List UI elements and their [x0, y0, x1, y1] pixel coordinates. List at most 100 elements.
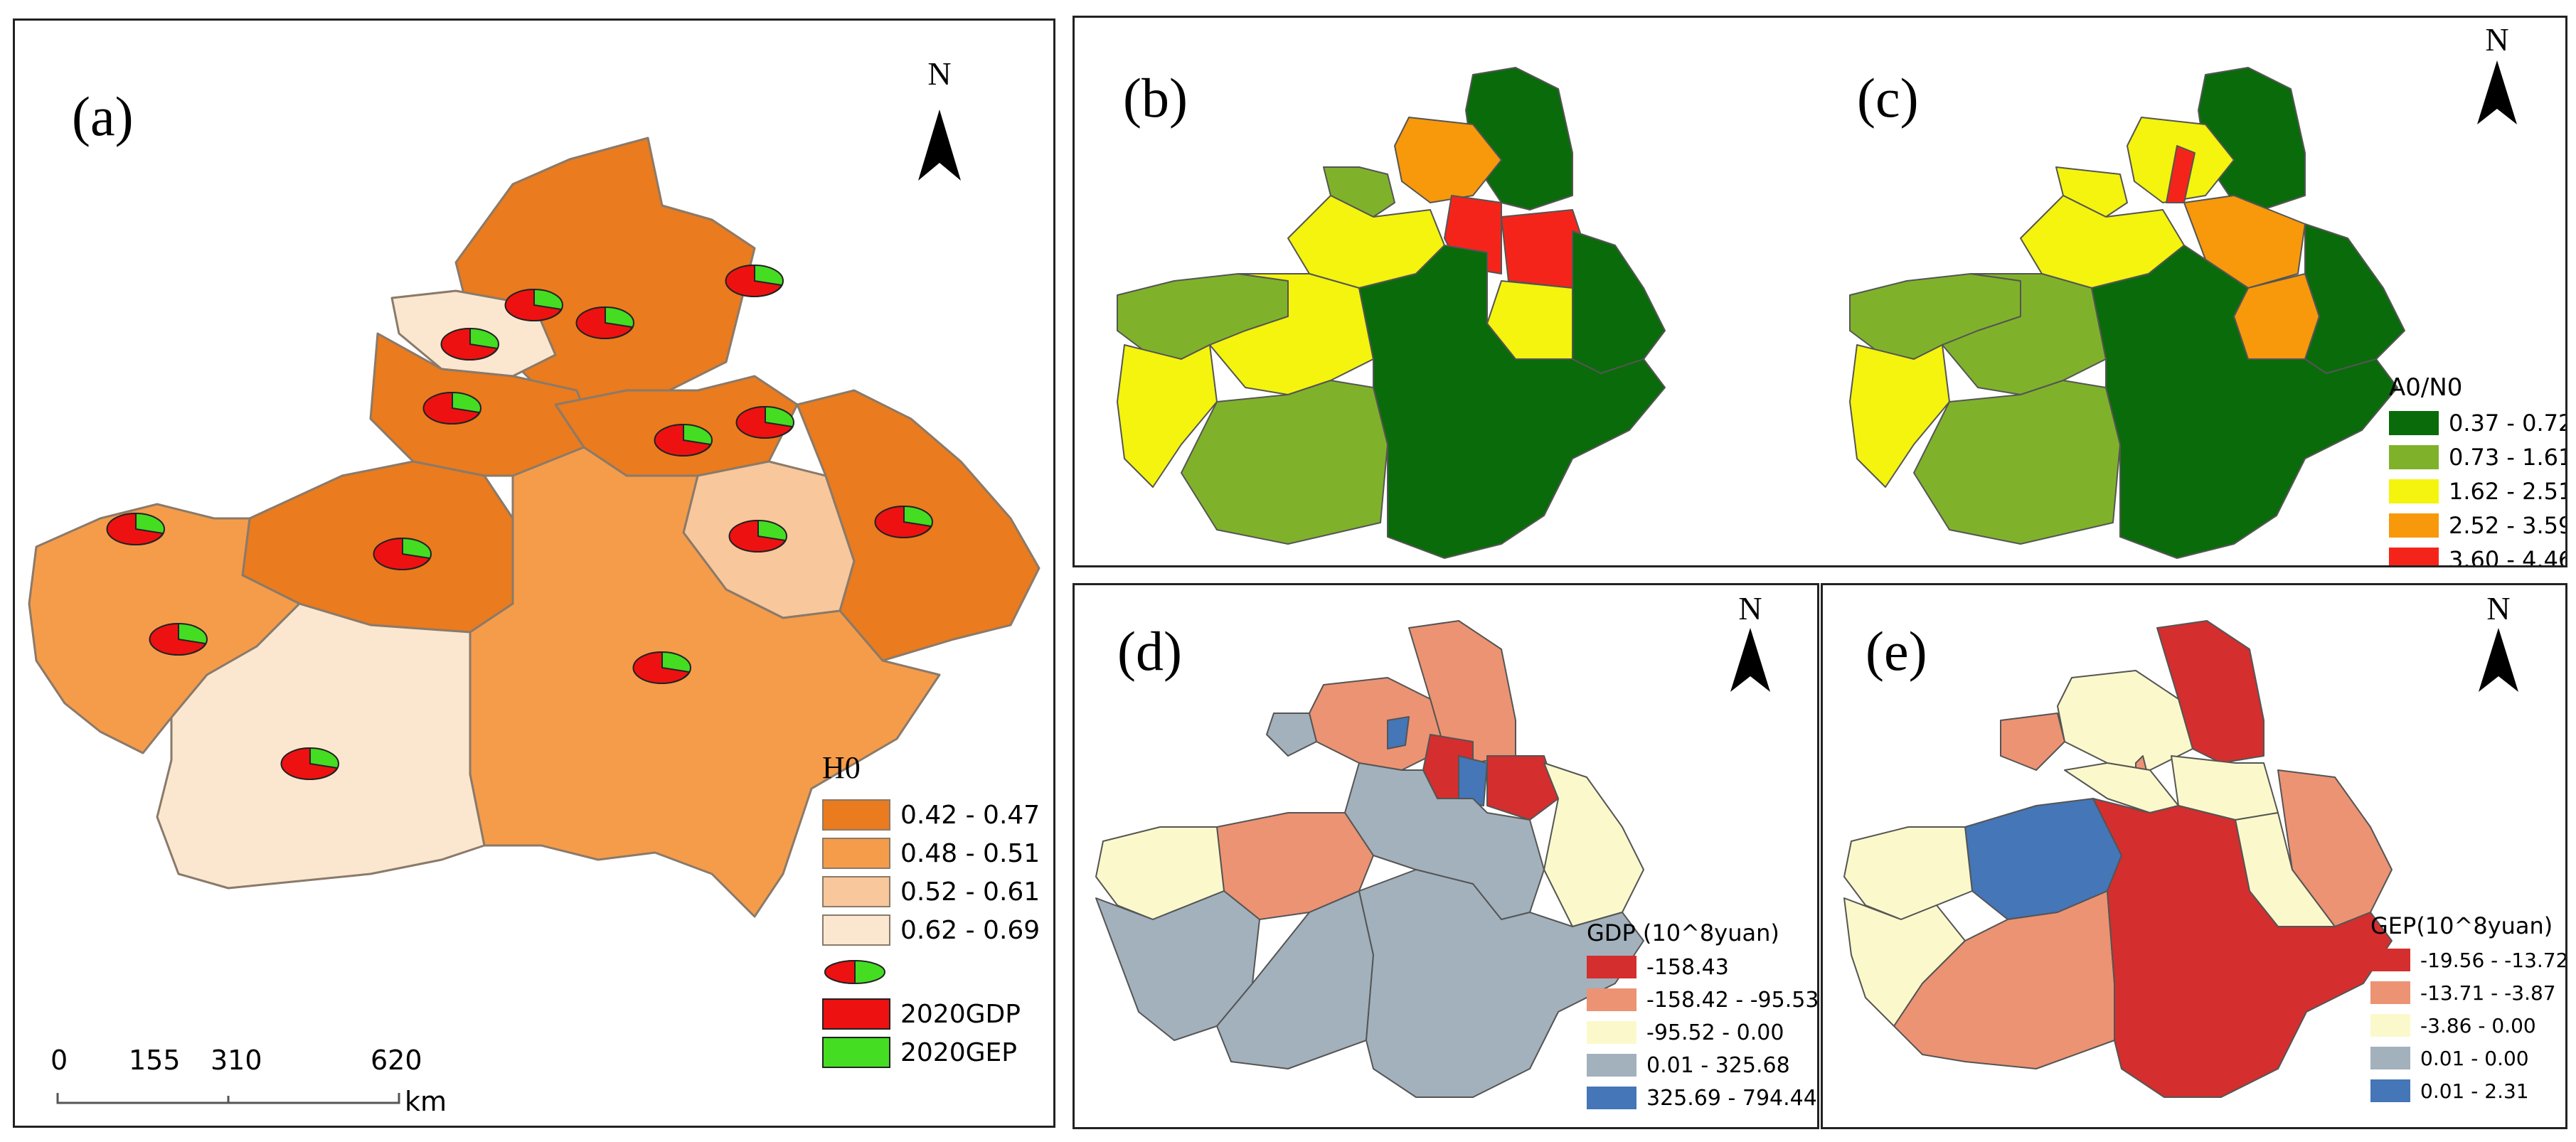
north-letter: N [1738, 590, 1762, 626]
map-d [1095, 620, 1770, 1098]
pie-5 [422, 391, 481, 425]
legend-swatch [2389, 411, 2439, 435]
pie-symbol-icon [824, 959, 885, 985]
legend-title: GEP(10^8yuan) [2370, 912, 2553, 939]
pie-8 [874, 505, 933, 538]
scale-bar: 0 155 310 620 km [43, 1045, 447, 1117]
legend-e: GEP(10^8yuan) -19.56 - -13.72 -13.71 - -… [2370, 912, 2567, 1107]
pie-charts [106, 264, 933, 780]
legend-item: 0.48 - 0.51 [822, 834, 1040, 872]
legend-d: GDP (10^8yuan) -158.43 -158.42 - -95.53 … [1587, 919, 1819, 1114]
legend-c: A0/N0 0.37 - 0.72 0.73 - 1.61 1.62 - 2.5… [2389, 373, 2567, 565]
north-label-c: N [2458, 23, 2536, 56]
north-label-d: N [1711, 592, 1789, 625]
legend-label: -13.71 - -3.87 [2420, 981, 2556, 1005]
legend-title: A0/N0 [2389, 373, 2463, 402]
panel-e: (e) N GEP(10^8yuan) -19.56 - -13.72 -13.… [1821, 583, 2567, 1129]
legend-item: 0.52 - 0.61 [822, 872, 1040, 911]
legend-item: 0.62 - 0.69 [822, 911, 1040, 949]
panel-a: (a) [13, 18, 1055, 1128]
pie-3 [575, 306, 634, 339]
north-letter: N [927, 55, 952, 92]
legend-label: 0.73 - 1.61 [2449, 444, 2567, 471]
legend-label: 0.01 - 0.00 [2420, 1046, 2529, 1070]
pie-4 [440, 327, 499, 361]
legend-label: 2.52 - 3.59 [2449, 512, 2567, 539]
north-arrow-icon [2477, 60, 2517, 124]
legend-swatch [1587, 1087, 1636, 1109]
legend-item: 2.52 - 3.59 [2389, 508, 2567, 543]
legend-a: H0 0.42 - 0.47 0.48 - 0.51 0.52 - 0.61 0… [822, 749, 1040, 1072]
legend-swatch [1587, 1054, 1636, 1077]
legend-label: 325.69 - 794.44 [1646, 1085, 1817, 1111]
pie-9 [106, 512, 165, 545]
pie-13 [632, 651, 691, 684]
north-label-a: N [900, 58, 979, 90]
legend-swatch [2389, 513, 2439, 538]
legend-item: -158.42 - -95.53 [1587, 983, 1819, 1016]
legend-swatch [822, 838, 890, 869]
scale-tick-label: 0 [50, 1045, 68, 1076]
map-e [1843, 620, 2518, 1098]
north-label-e: N [2459, 592, 2538, 625]
legend-item: 3.60 - 4.46 [2389, 543, 2565, 565]
legend-label: 0.42 - 0.47 [900, 800, 1040, 830]
legend-item: -3.86 - 0.00 [2370, 1009, 2565, 1042]
legend-swatch [2370, 1047, 2410, 1069]
north-arrow-icon [2479, 628, 2518, 692]
legend-label: 1.62 - 2.51 [2449, 478, 2567, 505]
legend-swatch [2370, 949, 2410, 971]
legend-label: 0.01 - 2.31 [2420, 1079, 2529, 1103]
pie-14 [280, 747, 339, 780]
legend-item: 0.73 - 1.61 [2389, 440, 2567, 474]
pie-7 [654, 423, 713, 457]
panel-c-label: (c) [1857, 67, 1919, 129]
legend-item: 0.01 - 2.31 [2370, 1074, 2565, 1107]
panel-b-label: (b) [1123, 67, 1188, 129]
legend-label: 2020GEP [900, 1037, 1017, 1067]
scale-tick-label: 310 [211, 1045, 262, 1076]
legend-swatch [822, 876, 890, 907]
legend-label: -3.86 - 0.00 [2420, 1013, 2536, 1037]
north-letter: N [2485, 21, 2509, 58]
legend-swatch [822, 1037, 890, 1068]
north-arrow-icon [1730, 628, 1770, 692]
legend-item: 1.62 - 2.51 [2389, 474, 2567, 508]
legend-item: 325.69 - 794.44 [1587, 1082, 1817, 1114]
legend-label: -158.43 [1646, 954, 1729, 980]
map-a [28, 110, 1040, 918]
scale-tick-label: 620 [371, 1045, 422, 1076]
legend-label: 0.37 - 0.72 [2449, 410, 2567, 437]
legend-item: 0.42 - 0.47 [822, 796, 1040, 834]
legend-pie-symbol [822, 949, 1040, 995]
pie-11 [373, 537, 432, 570]
legend-item: -95.52 - 0.00 [1587, 1016, 1817, 1049]
legend-swatch [2389, 548, 2439, 565]
scale-unit: km [405, 1086, 447, 1117]
legend-title: GDP (10^8yuan) [1587, 919, 1779, 946]
legend-label: 0.62 - 0.69 [900, 915, 1040, 945]
region-hotan [156, 602, 486, 890]
legend-swatch [822, 799, 890, 831]
legend-swatch [822, 998, 890, 1030]
legend-swatch [1587, 1021, 1636, 1044]
legend-label: -19.56 - -13.72 [2420, 948, 2567, 972]
pie-2 [504, 288, 563, 321]
legend-item: 0.01 - 0.00 [2370, 1042, 2565, 1074]
legend-item: 0.37 - 0.72 [2389, 406, 2567, 440]
panel-d: (d) N GDP (10^8yuan) -158.43 -158.42 [1073, 583, 1819, 1129]
panel-d-label: (d) [1117, 620, 1182, 682]
legend-label: 0.48 - 0.51 [900, 838, 1040, 868]
maps-bc [1117, 60, 2517, 559]
legend-item: 2020GDP [822, 995, 1040, 1033]
legend-item: -19.56 - -13.72 [2370, 944, 2567, 976]
legend-label: 0.52 - 0.61 [900, 877, 1040, 907]
legend-item: -13.71 - -3.87 [2370, 976, 2565, 1009]
legend-label: -158.42 - -95.53 [1646, 987, 1819, 1013]
scale-line [56, 1093, 400, 1104]
legend-swatch [2389, 479, 2439, 503]
legend-swatch [2370, 981, 2410, 1004]
panel-bc: (b) (c) [1073, 16, 2567, 567]
legend-swatch [2389, 445, 2439, 469]
scale-tick-label: 155 [129, 1045, 181, 1076]
